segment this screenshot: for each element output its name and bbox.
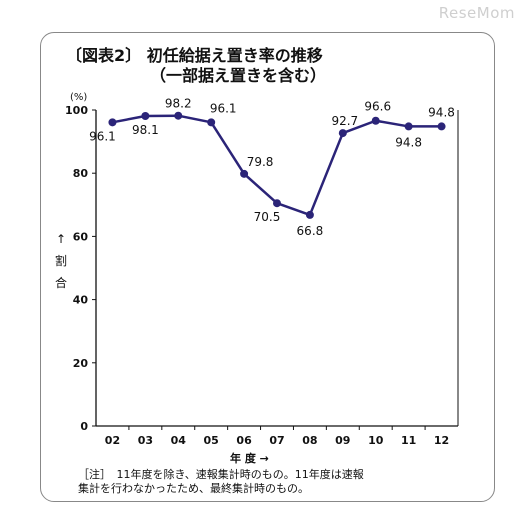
footnote-line-1: ［注］ 11年度を除き、速報集計時のもの。11年度は速報 — [78, 468, 364, 481]
y-unit-label: (%) — [70, 92, 88, 103]
resemom-watermark: ReseMom — [438, 4, 515, 22]
x-tick-label: 02 — [105, 434, 120, 447]
data-point — [371, 116, 380, 125]
footnote-line-2: 集計を行わなかったため、最終集計時のもの。 — [78, 482, 309, 495]
x-tick-label: 10 — [368, 434, 384, 447]
y-tick-label: 60 — [73, 230, 89, 243]
data-point — [404, 122, 413, 131]
x-tick-label: 08 — [302, 434, 317, 447]
data-point — [108, 118, 117, 127]
data-label: 98.1 — [132, 123, 159, 137]
data-point — [207, 118, 216, 127]
footnote: ［注］ 11年度を除き、速報集計時のもの。11年度は速報 集計を行わなかったため… — [78, 468, 468, 496]
x-tick-label: 03 — [138, 434, 153, 447]
data-label: 92.7 — [331, 114, 358, 128]
data-point — [141, 112, 150, 121]
data-label: 94.8 — [395, 135, 422, 149]
data-label: 70.5 — [254, 210, 281, 224]
data-label: 94.8 — [428, 105, 455, 119]
data-point — [437, 122, 446, 131]
y-axis-label-char-2: 合 — [54, 276, 67, 290]
y-tick-label: 100 — [65, 104, 88, 117]
data-point — [305, 210, 314, 219]
x-tick-label: 04 — [171, 434, 187, 447]
x-tick-label: 05 — [204, 434, 219, 447]
y-axis-label: ↑ 割 合 — [54, 228, 68, 294]
chart-subtitle: （一部据え置きを含む） — [150, 66, 327, 85]
data-label: 96.1 — [210, 101, 237, 115]
x-tick-label: 12 — [434, 434, 449, 447]
x-tick-label: 07 — [269, 434, 284, 447]
y-tick-label: 80 — [73, 167, 89, 180]
data-label: 79.8 — [247, 155, 274, 169]
chart-frame — [40, 32, 495, 502]
x-tick-label: 09 — [335, 434, 350, 447]
chart-title: 〔図表2〕 初任給据え置き率の推移 — [66, 46, 323, 65]
data-point — [240, 169, 249, 178]
data-point — [273, 199, 281, 208]
y-axis-label-char-1: 割 — [54, 254, 67, 268]
data-label: 98.2 — [165, 97, 192, 111]
x-axis-label: 年 度 → — [230, 452, 269, 465]
data-label: 66.8 — [297, 224, 324, 238]
data-label: 96.6 — [364, 100, 391, 114]
data-point — [338, 129, 347, 138]
x-tick-label: 11 — [401, 434, 416, 447]
data-label: 96.1 — [89, 129, 116, 143]
y-tick-label: 20 — [73, 357, 89, 370]
y-axis-label-arrow: ↑ — [55, 232, 67, 246]
x-tick-label: 06 — [236, 434, 252, 447]
y-tick-label: 0 — [80, 420, 88, 433]
data-point — [174, 111, 183, 120]
y-tick-label: 40 — [73, 294, 89, 307]
